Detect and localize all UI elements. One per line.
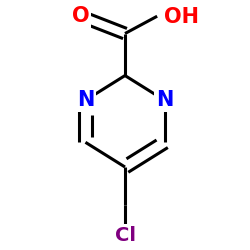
Text: Cl: Cl <box>114 226 136 244</box>
Text: N: N <box>156 90 173 110</box>
Text: OH: OH <box>164 8 199 28</box>
Text: O: O <box>72 6 89 26</box>
Text: N: N <box>77 90 94 110</box>
